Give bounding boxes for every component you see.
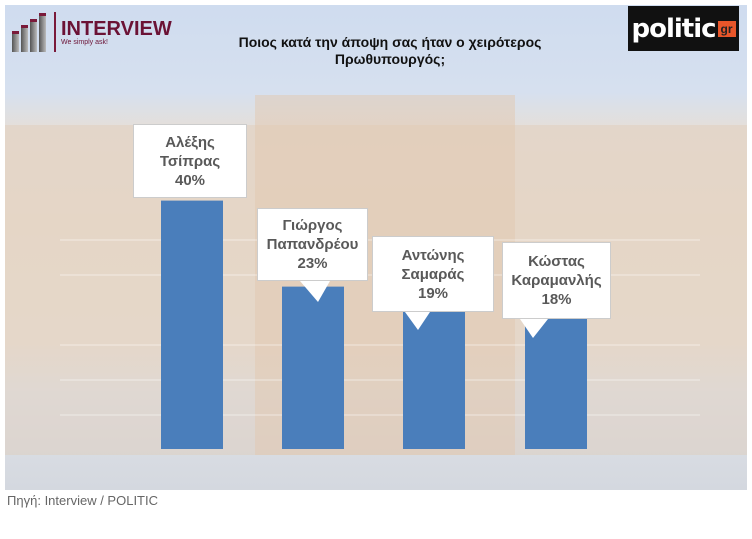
interview-logo: INTERVIEW We simply ask! xyxy=(12,12,172,52)
category-label: Γιώργος xyxy=(282,217,343,234)
source-note: Πηγή: Interview / POLITIC xyxy=(7,493,158,508)
callout-tail xyxy=(405,312,430,330)
bar-0 xyxy=(161,200,223,449)
value-label: 19% xyxy=(417,284,449,302)
data-label: Αντώνης Σαμαράς 19% xyxy=(372,236,494,312)
category-label: Καραμανλής xyxy=(511,272,602,289)
bar-2 xyxy=(403,306,465,449)
data-label: Κώστας Καραμανλής 18% xyxy=(502,242,611,319)
value-label: 23% xyxy=(297,255,328,272)
value-label: 18% xyxy=(541,291,572,308)
bar-1 xyxy=(282,286,344,449)
category-label: Αλέξης xyxy=(165,133,215,151)
callout-tail xyxy=(300,281,330,302)
category-label: Αντώνης xyxy=(401,246,465,264)
interview-logo-tagline: We simply ask! xyxy=(61,38,108,46)
chart-title: Ποιος κατά την άποψη σας ήταν ο χειρότερ… xyxy=(238,34,542,67)
category-label: Κώστας xyxy=(528,253,585,270)
category-label: Σαμαράς xyxy=(401,265,465,283)
politic-logo: politic gr xyxy=(628,6,739,51)
category-label: Τσίπρας xyxy=(159,152,221,170)
category-label: Παπανδρέου xyxy=(266,236,359,253)
politic-logo-suffix: gr xyxy=(717,20,736,37)
politic-logo-name: politic xyxy=(631,13,716,44)
data-label: Γιώργος Παπανδρέου 23% xyxy=(257,208,368,281)
callout-tail xyxy=(520,319,548,338)
value-label: 40% xyxy=(174,171,206,189)
interview-logo-name: INTERVIEW xyxy=(61,17,172,40)
data-label: Αλέξης Τσίπρας 40% xyxy=(133,124,247,198)
